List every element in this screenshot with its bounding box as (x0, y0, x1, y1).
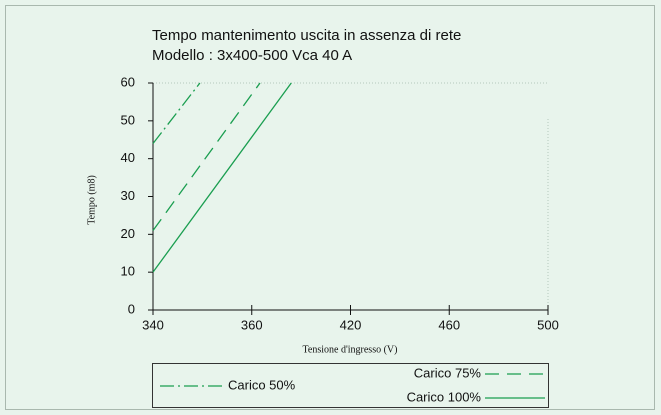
legend-box (152, 363, 549, 408)
data-line (152, 82, 201, 144)
x-tick-label: 360 (241, 317, 263, 332)
y-tick-label: 10 (121, 264, 135, 279)
y-axis-label: Tempo (m8) (86, 175, 97, 225)
y-tick-label: 60 (121, 74, 135, 89)
y-tick-label: 30 (121, 188, 135, 203)
x-tick-label: 500 (537, 317, 559, 332)
y-tick-label: 0 (128, 301, 135, 316)
x-tick-label: 460 (438, 317, 460, 332)
x-tick-label: 340 (142, 317, 164, 332)
chart-subtitle: Modello : 3x400-500 Vca 40 A (152, 47, 352, 64)
legend-label: Carico 50% (228, 377, 296, 392)
chart-title: Tempo mantenimento uscita in assenza di … (152, 27, 461, 44)
y-tick-label: 20 (121, 226, 135, 241)
y-tick-label: 50 (121, 112, 135, 127)
legend-label: Carico 100% (407, 389, 482, 404)
data-line (152, 82, 261, 231)
y-tick-label: 40 (121, 150, 135, 165)
frame (5, 5, 655, 410)
x-axis-label: Tensione d'ingresso (V) (303, 344, 398, 355)
x-tick-label: 420 (340, 317, 362, 332)
legend-label: Carico 75% (414, 365, 482, 380)
data-line (152, 82, 292, 273)
